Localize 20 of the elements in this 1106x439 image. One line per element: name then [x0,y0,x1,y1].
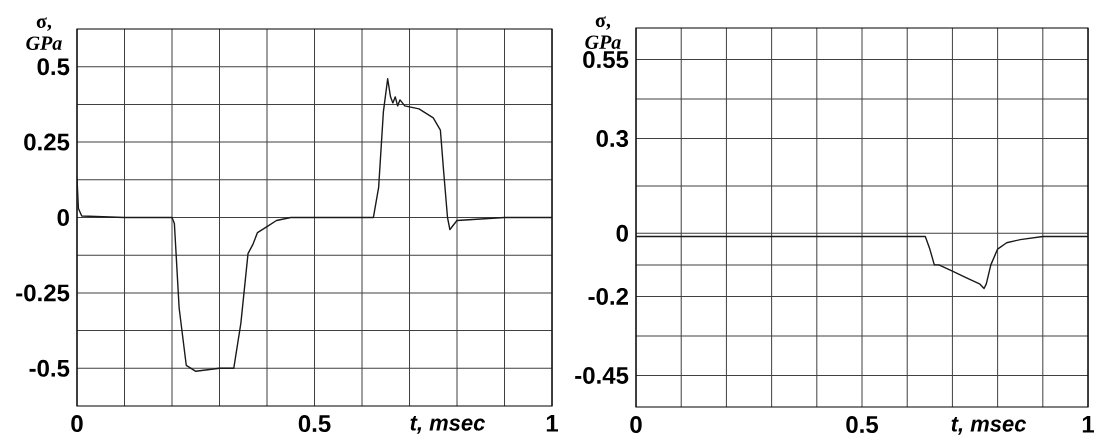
y-tick-label: 0 [616,224,628,242]
y-tick-label: 0.55 [583,51,629,69]
y-tick-label: -0.45 [575,366,629,384]
x-tick-label: 0 [630,416,642,434]
y-tick-label: 0.3 [596,130,629,148]
y-tick-label: -0.2 [588,287,628,305]
x-tick-label: 1 [1082,416,1095,433]
x-axis-title: t, msec [410,416,486,434]
y-tick-label: 0 [57,209,69,226]
x-tick-label: 0 [71,415,83,433]
y-tick-label: 0.5 [37,58,70,76]
x-tick-label: 0.5 [846,416,879,434]
x-tick-label: 1 [546,415,559,432]
y-tick-label: -0.5 [29,359,70,377]
x-tick-label: 0.5 [298,415,331,433]
y-tick-label: 0.25 [24,133,70,151]
y-axis-title: σ, GPa [26,17,62,50]
y-tick-label: -0.25 [16,284,70,302]
y-axis-title: σ, GPa [585,16,621,49]
x-axis-title: t, msec [951,417,1027,435]
